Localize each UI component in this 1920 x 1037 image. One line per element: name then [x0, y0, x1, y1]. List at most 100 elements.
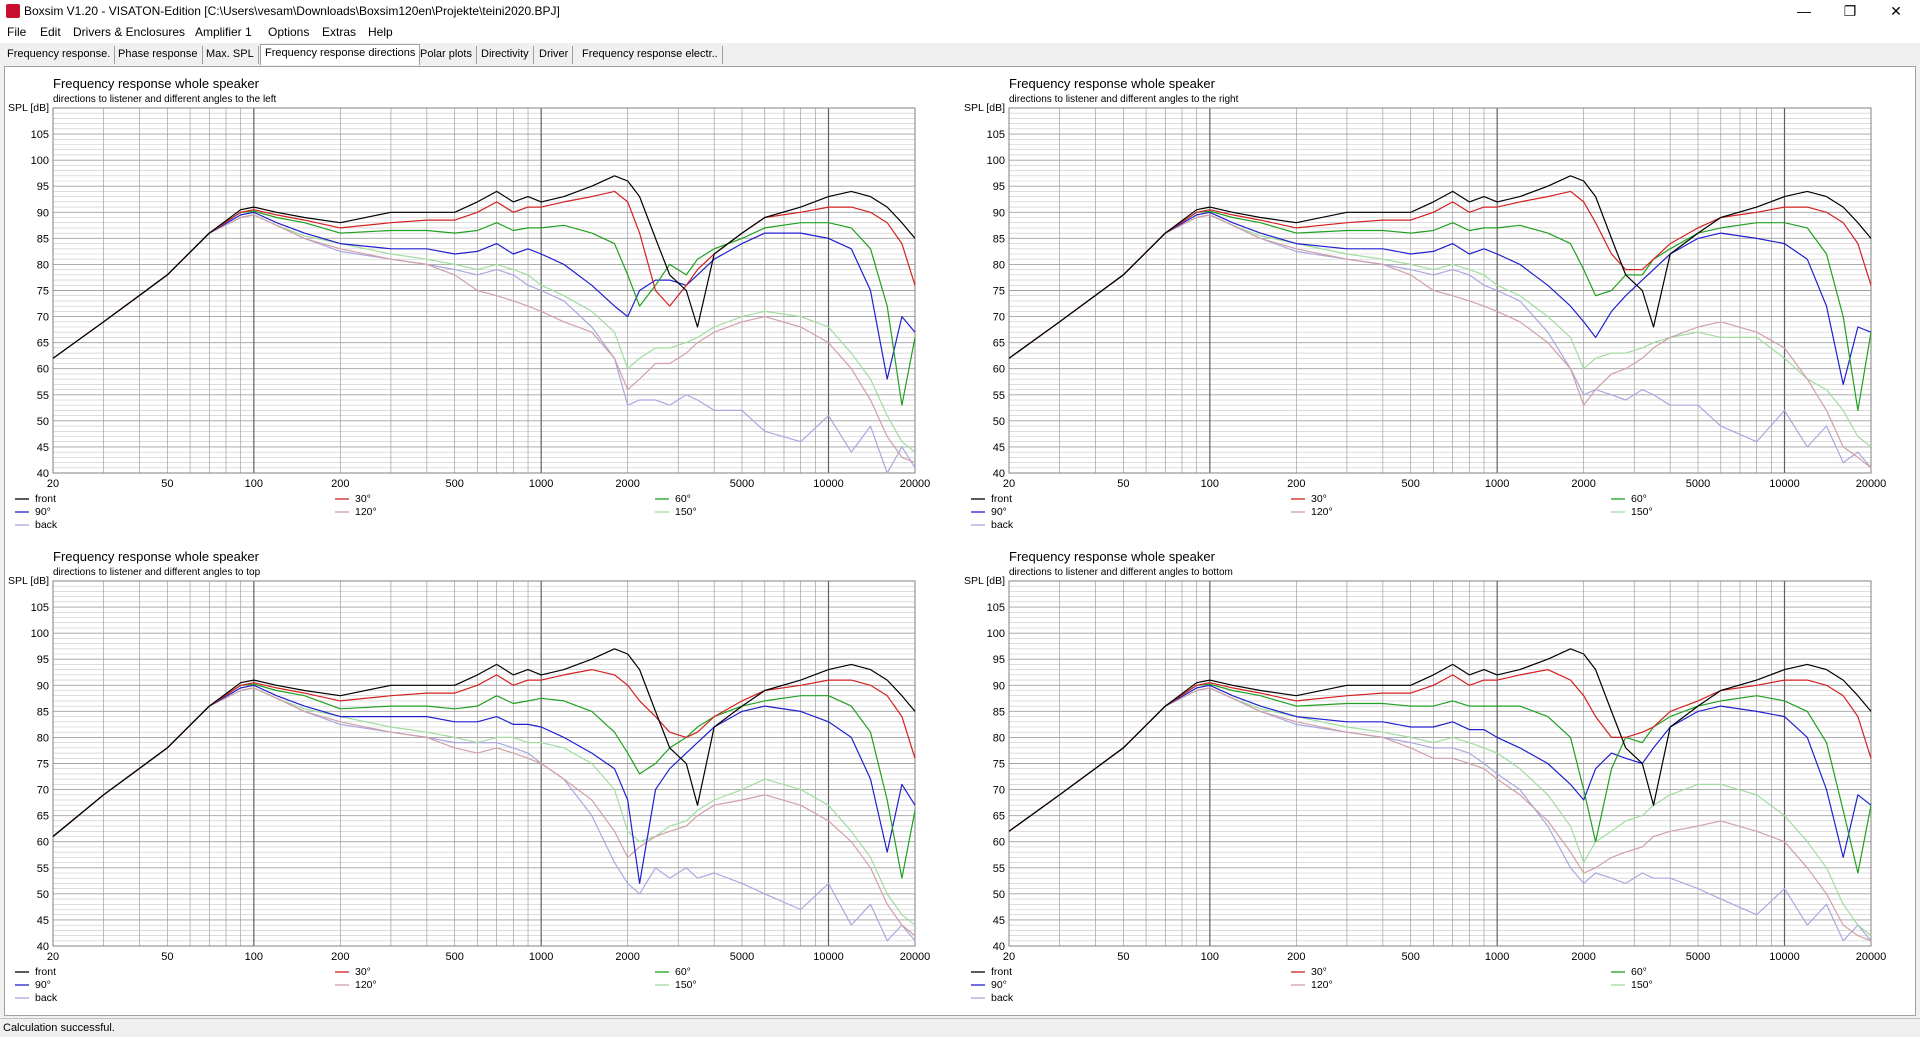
x-tick-label: 100 [1201, 951, 1219, 963]
x-tick-label: 20000 [900, 478, 931, 490]
series-line-4 [52, 687, 916, 937]
y-tick-label: 60 [37, 364, 49, 376]
y-tick-label: 55 [37, 863, 49, 875]
y-tick-label: 65 [37, 338, 49, 350]
tab-max-spl[interactable]: Max. SPL [202, 46, 259, 64]
x-tick-label: 2000 [1571, 478, 1595, 490]
tab-phase-response[interactable]: Phase response [114, 46, 203, 64]
menu-drivers-enclosures[interactable]: Drivers & Enclosures [73, 25, 186, 39]
x-tick-label: 10000 [1769, 478, 1800, 490]
y-tick-label: 65 [37, 811, 49, 823]
tab-frequency-response-electrical[interactable]: Frequency response electr.. [578, 46, 723, 64]
series-line-2 [1008, 683, 1872, 874]
y-tick-label: 85 [993, 706, 1005, 718]
y-tick-label: 105 [987, 602, 1005, 614]
charts-panel: Frequency response whole speaker directio… [4, 66, 1916, 1016]
legend-entry: 60° [1631, 966, 1647, 978]
legend-entry: 60° [675, 966, 691, 978]
x-tick-label: 20 [1003, 478, 1015, 490]
title-bar: Boxsim V1.20 - VISATON-Edition [C:\Users… [0, 0, 1920, 22]
series-line-6 [52, 214, 916, 474]
x-tick-label: 500 [1401, 951, 1419, 963]
chart-title: Frequency response whole speaker [1009, 549, 1216, 564]
series-line-4 [52, 214, 916, 464]
y-tick-label: 85 [993, 233, 1005, 245]
maximize-button[interactable]: ❐ [1843, 3, 1857, 19]
x-tick-label: 20 [47, 951, 59, 963]
tab-directivity[interactable]: Directivity [477, 46, 534, 64]
legend-entry: front [991, 493, 1012, 505]
x-tick-label: 500 [445, 951, 463, 963]
y-tick-label: 40 [993, 468, 1005, 480]
y-tick-label: 95 [37, 181, 49, 193]
x-tick-label: 20000 [1856, 951, 1887, 963]
y-axis-label: SPL [dB] [964, 575, 1005, 587]
legend-entry: 150° [675, 506, 697, 518]
legend-entry: back [35, 992, 58, 1004]
series-line-4 [1008, 687, 1872, 942]
legend-entry: back [991, 519, 1014, 531]
minimize-button[interactable]: — [1797, 3, 1811, 19]
series-line-2 [52, 210, 916, 406]
x-tick-label: 1000 [529, 478, 553, 490]
x-tick-label: 2000 [615, 951, 639, 963]
y-tick-label: 50 [37, 889, 49, 901]
menu-edit[interactable]: Edit [40, 25, 61, 39]
x-tick-label: 20000 [1856, 478, 1887, 490]
y-tick-label: 70 [993, 785, 1005, 797]
y-tick-label: 45 [993, 442, 1005, 454]
y-tick-label: 50 [37, 416, 49, 428]
menu-extras[interactable]: Extras [322, 25, 357, 39]
x-tick-label: 5000 [730, 478, 754, 490]
x-tick-label: 1000 [1485, 951, 1509, 963]
x-tick-label: 100 [1201, 478, 1219, 490]
plot-frame [1008, 107, 1872, 474]
series-line-4 [1008, 214, 1872, 469]
tab-polar-plots[interactable]: Polar plots [416, 46, 477, 64]
x-tick-label: 500 [1401, 478, 1419, 490]
series-line-2 [1008, 210, 1872, 411]
legend-entry: 120° [1311, 979, 1333, 991]
legend-entry: 30° [355, 966, 371, 978]
menu-amplifier[interactable]: Amplifier 1 [195, 25, 252, 39]
y-tick-label: 75 [37, 286, 49, 298]
y-tick-label: 70 [37, 785, 49, 797]
legend-entry: 30° [1311, 493, 1327, 505]
y-tick-label: 75 [37, 759, 49, 771]
series-line-0 [52, 648, 916, 837]
legend-entry: 150° [1631, 979, 1653, 991]
chart-title: Frequency response whole speaker [53, 549, 260, 564]
legend-entry: 120° [355, 506, 377, 518]
y-tick-label: 80 [993, 259, 1005, 271]
y-tick-label: 100 [31, 628, 49, 640]
tab-frequency-response-directions[interactable]: Frequency response directions [260, 44, 421, 65]
menu-file[interactable]: File [7, 25, 27, 39]
charts-canvas: Frequency response whole speaker directio… [8, 76, 1887, 1004]
x-tick-label: 1000 [1485, 478, 1509, 490]
legend-entry: 90° [991, 506, 1007, 518]
y-tick-label: 90 [37, 680, 49, 692]
series-line-2 [52, 683, 916, 879]
series-line-5 [52, 687, 916, 926]
chart-subtitle: directions to listener and different ang… [1009, 94, 1239, 105]
y-tick-label: 100 [987, 628, 1005, 640]
close-button[interactable]: ✕ [1890, 3, 1902, 19]
menu-bar: File Edit Drivers & Enclosures Amplifier… [0, 22, 1920, 43]
tab-frequency-response[interactable]: Frequency response. [3, 46, 116, 64]
x-tick-label: 5000 [1686, 478, 1710, 490]
tab-driver[interactable]: Driver [535, 46, 574, 64]
series-line-6 [1008, 214, 1872, 469]
menu-help[interactable]: Help [368, 25, 393, 39]
series-line-1 [1008, 668, 1872, 832]
legend-entry: front [35, 493, 56, 505]
chart-subtitle: directions to listener and different ang… [53, 94, 277, 105]
series-line-5 [1008, 214, 1872, 448]
chart-subtitle: directions to listener and different ang… [1009, 567, 1233, 578]
y-tick-label: 75 [993, 759, 1005, 771]
x-tick-label: 50 [161, 951, 173, 963]
y-tick-label: 105 [987, 129, 1005, 141]
y-tick-label: 90 [37, 207, 49, 219]
menu-options[interactable]: Options [268, 25, 310, 39]
y-tick-label: 45 [37, 442, 49, 454]
